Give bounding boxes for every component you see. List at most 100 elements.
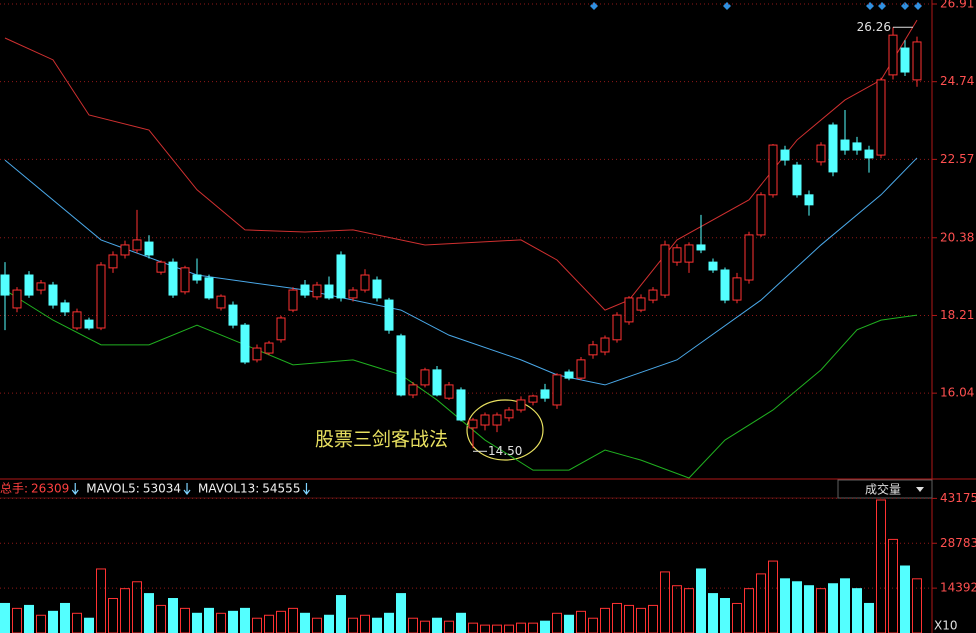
volume-bar — [408, 617, 418, 633]
y-tick-label: 14392 — [940, 581, 976, 595]
volume-bar — [456, 612, 466, 633]
candle-body — [288, 289, 298, 311]
dropdown-arrow[interactable] — [916, 487, 924, 492]
volume-bar — [876, 499, 886, 633]
volume-bar — [864, 602, 874, 633]
volume-unit: X10 — [934, 619, 958, 633]
volume-bar — [348, 617, 358, 633]
candle-body — [684, 244, 694, 263]
candle-body — [672, 247, 682, 263]
volume-bar — [636, 607, 646, 633]
volume-bar — [24, 604, 34, 633]
candle-body — [180, 267, 190, 293]
volume-bar — [504, 624, 514, 633]
signal-marker — [901, 2, 909, 10]
candle-body — [348, 289, 358, 299]
candle-body — [528, 395, 538, 403]
volume-bar — [372, 617, 382, 633]
candle-body — [264, 342, 274, 354]
volume-selector-label[interactable]: 成交量 — [865, 482, 901, 497]
candle-body — [468, 419, 478, 429]
candle-body — [756, 194, 766, 236]
candle-body — [732, 277, 742, 301]
candle-body — [516, 399, 526, 411]
legend-arrow — [71, 483, 79, 495]
legend-label: MAVOL13: — [198, 482, 259, 496]
volume-bar — [828, 583, 838, 633]
volume-bar — [0, 602, 10, 633]
y-tick-label: 26.91 — [940, 0, 974, 11]
volume-bar — [144, 593, 154, 633]
candle-body — [408, 384, 418, 396]
candle-body — [48, 284, 58, 306]
candle-body — [300, 284, 310, 296]
volume-bar — [492, 624, 502, 633]
candle-body — [12, 289, 22, 309]
volume-bar — [516, 622, 526, 633]
volume-bar — [588, 617, 598, 633]
volume-bar — [396, 593, 406, 633]
volume-bar — [840, 578, 850, 633]
candle-body — [420, 369, 430, 386]
candle-body — [312, 284, 322, 298]
candle-body — [720, 269, 730, 301]
candle-body — [552, 374, 562, 406]
volume-bar — [768, 560, 778, 633]
volume-bar — [804, 585, 814, 633]
volume-bar — [564, 614, 574, 633]
volume-bar — [852, 588, 862, 633]
candle-body — [840, 139, 850, 151]
volume-bar — [384, 612, 394, 633]
volume-bar — [204, 607, 214, 633]
volume-bar — [612, 602, 622, 633]
volume-bar — [252, 617, 262, 633]
legend-label: 总手: — [0, 482, 28, 496]
y-tick-label: 43175 — [940, 491, 976, 505]
candle-body — [624, 297, 634, 323]
candle-body — [168, 261, 178, 296]
candle-body — [120, 244, 130, 256]
volume-bar — [240, 607, 250, 633]
candle-body — [252, 347, 262, 361]
candle-body — [456, 389, 466, 421]
candle-body — [480, 414, 490, 426]
volume-bar — [468, 622, 478, 633]
candle-body — [432, 369, 442, 396]
volume-bar — [780, 578, 790, 633]
volume-bar — [816, 588, 826, 633]
volume-bar — [744, 588, 754, 633]
candle-body — [324, 284, 334, 299]
legend-value: 53034 — [143, 482, 181, 496]
candle-body — [864, 149, 874, 159]
candle-body — [144, 241, 154, 256]
candle-body — [444, 384, 454, 399]
band-line — [4, 19, 918, 311]
candle-body — [24, 274, 34, 296]
legend-arrow — [302, 483, 310, 495]
volume-bar — [684, 588, 694, 633]
candle-body — [336, 254, 346, 299]
y-tick-label: 22.57 — [940, 152, 974, 166]
volume-selector[interactable]: 成交量 — [837, 479, 933, 499]
candle-body — [276, 317, 286, 341]
volume-bar — [720, 598, 730, 633]
volume-bar — [336, 595, 346, 633]
candle-body — [600, 337, 610, 353]
volume-bar — [48, 610, 58, 633]
candle-body — [588, 344, 598, 356]
legend-arrow — [183, 483, 191, 495]
candle-body — [132, 239, 142, 251]
candle-body — [0, 274, 10, 296]
band-line — [4, 289, 918, 479]
y-tick-label: 28783 — [940, 536, 976, 550]
volume-bar — [12, 607, 22, 633]
volume-bar — [660, 571, 670, 633]
volume-bar — [480, 624, 490, 633]
annotation-ellipse — [466, 399, 544, 461]
volume-bar — [108, 598, 118, 633]
legend-label: MAVOL5: — [86, 482, 140, 496]
volume-bar — [792, 581, 802, 633]
candle-body — [192, 274, 202, 281]
